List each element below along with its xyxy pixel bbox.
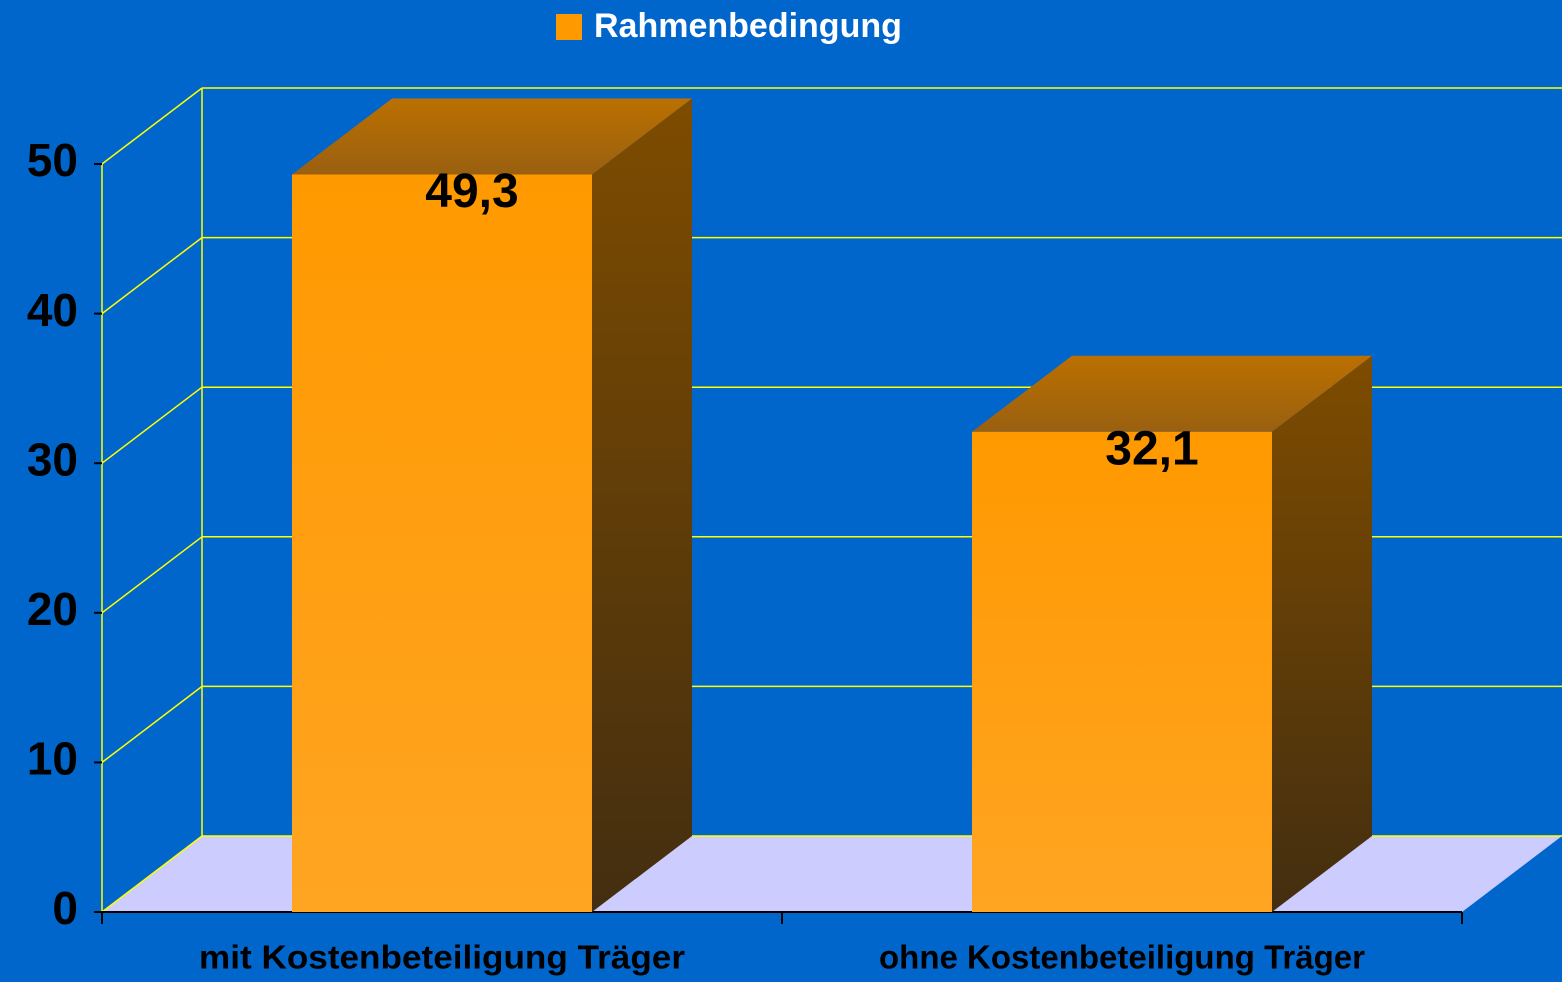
legend-label: Rahmenbedingung — [594, 7, 902, 45]
grid-line — [101, 87, 203, 165]
y-tick-label: 30 — [27, 433, 78, 485]
bar-top — [972, 355, 1372, 432]
value-label: 32,1 — [1105, 422, 1198, 475]
grid-line — [101, 685, 203, 763]
bar-side — [592, 98, 692, 913]
labels: Rahmenbedingung 0 10 20 30 40 50 mit Kostenbet… — [27, 7, 1365, 976]
grid-line — [101, 237, 203, 315]
bar-side — [1272, 355, 1372, 912]
y-tick-label: 10 — [27, 733, 78, 785]
x-tick-label: mit Kostenbeteiligung Träger — [199, 939, 685, 976]
bar-top — [292, 98, 692, 175]
y-tick-label: 0 — [52, 882, 78, 934]
y-tick-label: 50 — [27, 134, 78, 186]
grid-line — [101, 386, 203, 464]
bar — [972, 431, 1272, 912]
grid-line — [101, 536, 203, 614]
x-tick-label: ohne Kostenbeteiligung Träger — [879, 939, 1365, 976]
value-label: 49,3 — [425, 165, 518, 218]
bar — [292, 174, 592, 913]
grid-line — [101, 835, 203, 913]
bars — [292, 98, 1372, 913]
legend-swatch — [556, 14, 582, 40]
y-tick-label: 40 — [27, 284, 78, 336]
y-tick-label: 20 — [27, 583, 78, 635]
